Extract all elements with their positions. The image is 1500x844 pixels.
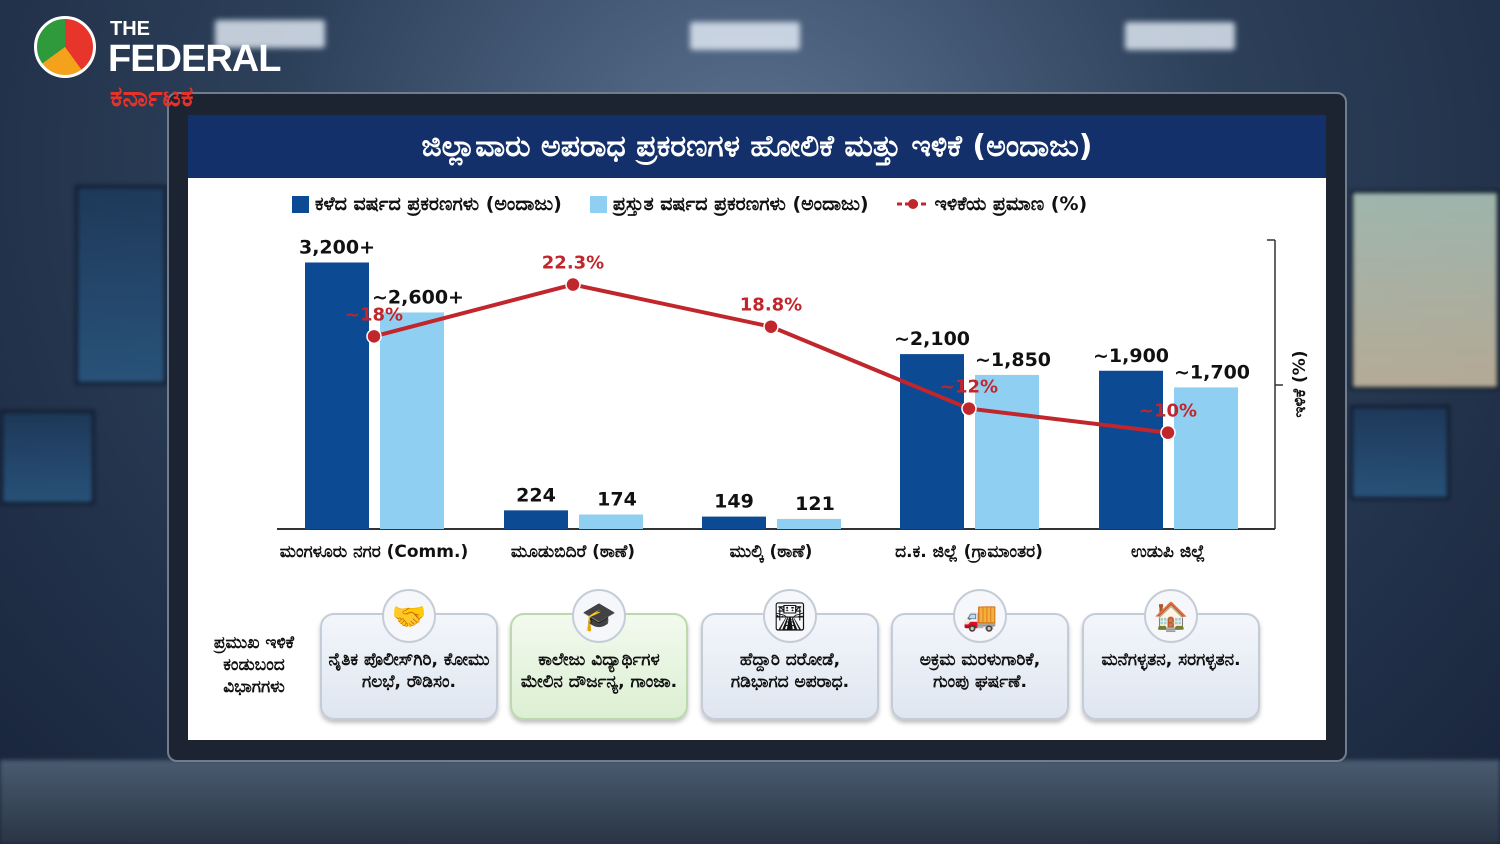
x-tick-label: ಮೂಡುಬಿದಿರೆ (ಠಾಣೆ) xyxy=(511,542,635,562)
handshake-icon: 🤝 xyxy=(382,589,436,643)
x-tick-label: ಮುಲ್ಕಿ (ಠಾಣೆ) xyxy=(730,542,813,563)
bar-value-label: 149 xyxy=(714,491,754,513)
logo: THE FEDERAL ಕರ್ನಾಟಕ xyxy=(34,16,294,116)
decline-point xyxy=(763,318,779,335)
bar-last-year xyxy=(305,262,369,529)
bar-current-year xyxy=(777,518,841,529)
logo-the: THE xyxy=(110,18,150,40)
bar-last-year xyxy=(504,510,568,529)
bar-value-label: ~1,850 xyxy=(975,349,1051,371)
graduation-cap-icon: 🎓 xyxy=(572,589,626,643)
x-tick-label: ದ.ಕ. ಜಿಲ್ಲೆ (ಗ್ರಾಮಾಂತರ) xyxy=(895,542,1043,564)
bar-current-year xyxy=(380,312,444,529)
logo-karnataka: ಕರ್ನಾಟಕ xyxy=(110,80,194,113)
bar-value-label: 121 xyxy=(795,493,835,515)
road-icon: 🛣 xyxy=(763,589,817,643)
decline-label: ~12% xyxy=(940,377,998,398)
decline-label: ~18% xyxy=(345,304,403,325)
house-key-icon: 🏠 xyxy=(1144,589,1198,643)
categories-label: ಪ್ರಮುಖ ಇಳಿಕೆ ಕಂಡುಬಂದ ವಿಭಾಗಗಳು xyxy=(213,633,295,697)
legend-label: ಪ್ರಸ್ತುತ ವರ್ಷದ ಪ್ರಕರಣಗಳು (ಅಂದಾಜು) xyxy=(612,193,869,215)
bar-current-year xyxy=(975,374,1039,529)
bar-last-year xyxy=(702,516,766,529)
decline-label: 18.8% xyxy=(740,295,802,316)
legend-line-marker-icon xyxy=(896,199,929,209)
legend-item-last-year: ಕಳೆದ ವರ್ಷದ ಪ್ರಕರಣಗಳು (ಅಂದಾಜು) xyxy=(292,193,562,215)
bar-value-label: ~2,100 xyxy=(894,328,970,350)
logo-federal: FEDERAL xyxy=(108,38,281,80)
decline-point xyxy=(961,400,977,417)
decline-point xyxy=(565,276,581,293)
legend-swatch xyxy=(292,195,309,213)
x-tick-label: ಮಂಗಳೂರು ನಗರ (Comm.) xyxy=(280,542,468,562)
legend: ಕಳೆದ ವರ್ಷದ ಪ್ರಕರಣಗಳು (ಅಂದಾಜು) ಪ್ರಸ್ತುತ ವ… xyxy=(292,193,1087,215)
bar-value-label: 174 xyxy=(597,489,637,511)
x-tick-label: ಉಡುಪಿ ಜಿಲ್ಲೆ xyxy=(1131,542,1205,563)
decline-point xyxy=(366,328,382,345)
legend-swatch xyxy=(589,195,607,213)
bar-value-label: 3,200+ xyxy=(299,236,375,258)
decline-label: 22.3% xyxy=(542,253,604,274)
truck-icon: 🚚 xyxy=(953,589,1007,643)
y2-axis-label: ಇಳಿಕೆ (%) xyxy=(1290,350,1310,418)
legend-item-decline: ಇಳಿಕೆಯ ಪ್ರಮಾಣ (%) xyxy=(896,193,1088,215)
decline-point xyxy=(1160,424,1176,441)
logo-mark-icon xyxy=(34,16,96,78)
category-card: ನೈತಿಕ ಪೊಲೀಸ್‌ಗಿರಿ, ಕೋಮು ಗಲಭೆ, ರೌಡಿಸಂ. xyxy=(320,613,498,720)
chart-title: ಜಿಲ್ಲಾವಾರು ಅಪರಾಧ ಪ್ರಕರಣಗಳ ಹೋಲಿಕೆ ಮತ್ತು ಇ… xyxy=(188,115,1326,178)
legend-label: ಕಳೆದ ವರ್ಷದ ಪ್ರಕರಣಗಳು (ಅಂದಾಜು) xyxy=(315,193,562,215)
bar-current-year xyxy=(579,514,643,529)
legend-label: ಇಳಿಕೆಯ ಪ್ರಮಾಣ (%) xyxy=(934,193,1088,215)
bar-value-label: 224 xyxy=(516,484,556,506)
bar-value-label: ~1,700 xyxy=(1174,361,1250,383)
bar-current-year xyxy=(1174,387,1238,529)
decline-label: ~10% xyxy=(1139,401,1197,422)
bar-value-label: ~2,600+ xyxy=(372,286,464,308)
legend-item-current-year: ಪ್ರಸ್ತುತ ವರ್ಷದ ಪ್ರಕರಣಗಳು (ಅಂದಾಜು) xyxy=(589,193,869,215)
bar-last-year xyxy=(1099,370,1163,529)
bar-value-label: ~1,900 xyxy=(1093,345,1169,367)
